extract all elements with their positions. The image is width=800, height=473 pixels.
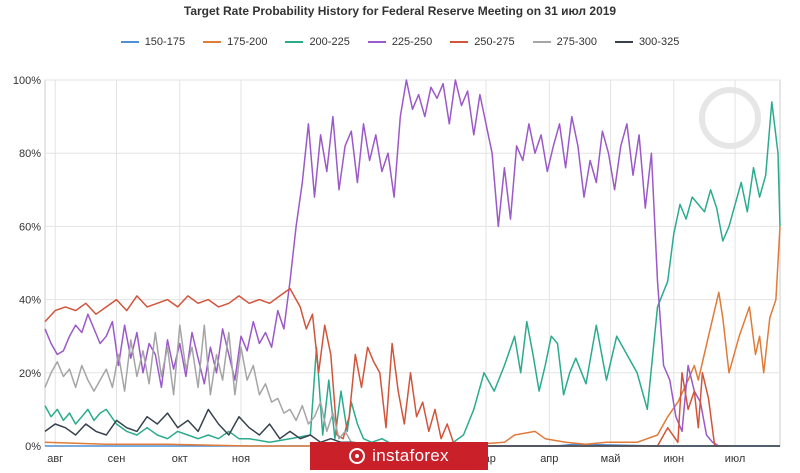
legend-swatch	[285, 41, 304, 43]
legend-label: 225-250	[391, 36, 433, 48]
instaforex-logo-icon	[349, 448, 366, 464]
chart-title: Target Rate Probability History for Fede…	[183, 4, 617, 18]
y-tick-label: 20%	[19, 368, 41, 380]
x-tick-label: ноя	[232, 453, 250, 465]
legend-swatch	[450, 41, 469, 43]
y-tick-label: 0%	[25, 441, 41, 453]
legend-swatch	[120, 41, 139, 43]
legend: 150-175 175-200 200-225 225-250 250-275 275-3…	[0, 36, 800, 48]
x-tick-label: апр	[540, 453, 558, 465]
y-tick-label: 100%	[13, 75, 41, 87]
series-line-200-225	[44, 101, 781, 447]
x-tick-label: май	[601, 453, 621, 465]
legend-item[interactable]: 150-175	[120, 36, 186, 48]
legend-swatch	[367, 41, 386, 43]
y-tick-label: 80%	[19, 148, 41, 160]
y-tick-label: 60%	[19, 221, 41, 233]
legend-label: 275-300	[556, 36, 597, 48]
legend-item[interactable]: 275-300	[532, 36, 597, 48]
x-tick-label: июл	[725, 453, 746, 465]
legend-label: 300-325	[638, 36, 680, 48]
watermark-text: instaforex	[372, 446, 449, 465]
legend-item[interactable]: 225-250	[367, 36, 433, 48]
legend-swatch	[532, 41, 551, 43]
legend-swatch	[614, 41, 633, 43]
y-tick-label: 40%	[19, 295, 41, 307]
x-tick-label: авг	[47, 453, 63, 465]
legend-item[interactable]: 175-200	[203, 36, 267, 48]
series-line-225-250	[44, 79, 720, 447]
legend-label: 200-225	[309, 36, 350, 48]
legend-item[interactable]: 250-275	[450, 36, 515, 48]
x-tick-label: июн	[664, 453, 684, 465]
legend-item[interactable]: 300-325	[614, 36, 680, 48]
legend-label: 250-275	[474, 36, 515, 48]
legend-item[interactable]: 200-225	[285, 36, 350, 48]
series-line-275-300	[44, 324, 780, 447]
series-line-250-275	[44, 287, 729, 447]
legend-label: 175-200	[227, 36, 268, 48]
x-tick-label: окт	[172, 453, 188, 465]
legend-label: 150-175	[144, 36, 186, 48]
chart-watermark-icon	[699, 87, 761, 149]
legend-swatch	[203, 41, 222, 43]
instaforex-watermark: instaforex	[310, 442, 488, 470]
x-tick-label: сен	[108, 453, 126, 465]
